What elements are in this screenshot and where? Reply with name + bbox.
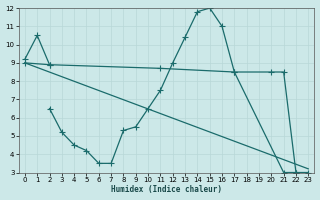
X-axis label: Humidex (Indice chaleur): Humidex (Indice chaleur) bbox=[111, 185, 222, 194]
